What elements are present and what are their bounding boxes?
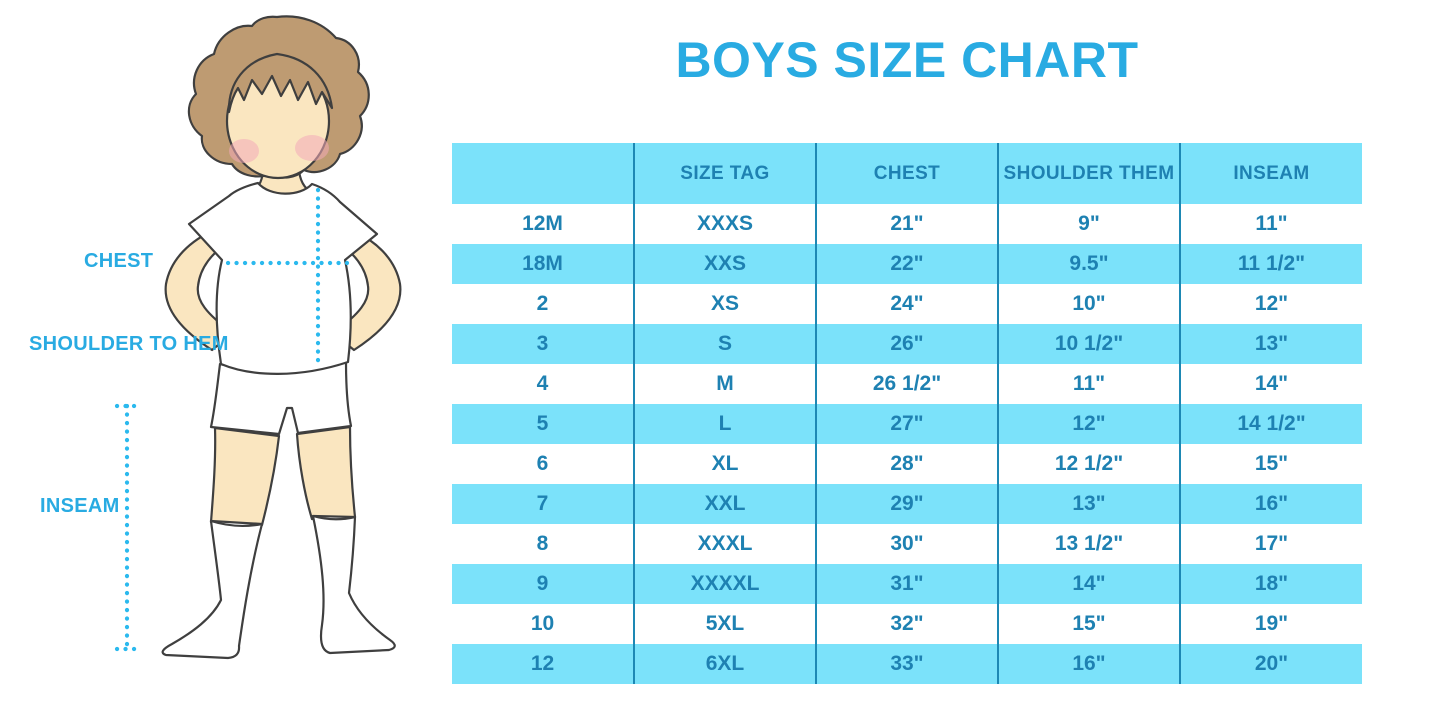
cell: XXS: [633, 244, 816, 284]
cell: 5: [452, 404, 634, 444]
cell: XXXL: [633, 524, 816, 564]
boy-right-sock-top: [311, 514, 357, 521]
cell: XS: [633, 284, 816, 324]
column-header: [452, 143, 634, 204]
page-title: BOYS SIZE CHART: [675, 32, 1139, 88]
cell: 10": [997, 284, 1180, 324]
cell: 11": [997, 364, 1180, 404]
cell: 20": [1179, 644, 1362, 684]
table-row: 4 M 26 1/2" 11" 14": [452, 364, 1362, 404]
cell: 26": [815, 324, 998, 364]
table-row: 3 S 26" 10 1/2" 13": [452, 324, 1362, 364]
size-table-head: SIZE TAG CHEST SHOULDER THEM INSEAM: [452, 143, 1362, 204]
table-row: 9 XXXXL 31" 14" 18": [452, 564, 1362, 604]
boy-left-cheek: [229, 139, 259, 163]
inseam-measure-line: [114, 403, 142, 652]
column-header: SHOULDER THEM: [997, 143, 1180, 204]
cell: 12: [452, 644, 634, 684]
column-header: INSEAM: [1179, 143, 1362, 204]
cell: 19": [1179, 604, 1362, 644]
cell: 32": [815, 604, 998, 644]
cell: 5XL: [633, 604, 816, 644]
cell: 29": [815, 484, 998, 524]
cell: 11": [1179, 204, 1362, 244]
cell: 14": [1179, 364, 1362, 404]
cell: 9": [997, 204, 1180, 244]
cell: 24": [815, 284, 998, 324]
cell: 6XL: [633, 644, 816, 684]
boy-left-sock-top: [209, 519, 264, 528]
cell: 30": [815, 524, 998, 564]
cell: XL: [633, 444, 816, 484]
cell: L: [633, 404, 816, 444]
column-header: SIZE TAG: [633, 143, 816, 204]
cell: 21": [815, 204, 998, 244]
table-row: 8 XXXL 30" 13 1/2" 17": [452, 524, 1362, 564]
cell: 12": [1179, 284, 1362, 324]
cell: 33": [815, 644, 998, 684]
table-row: 5 L 27" 12" 14 1/2": [452, 404, 1362, 444]
cell: 6: [536, 452, 549, 475]
size-table: SIZE TAG CHEST SHOULDER THEM INSEAM 12M XXXS…: [452, 143, 1362, 684]
cell: 18M: [452, 244, 634, 284]
cell: 7: [452, 484, 634, 524]
cell: 16": [1179, 484, 1362, 524]
cell: 15": [997, 604, 1180, 644]
cell: XXXS: [633, 204, 816, 244]
cell: 13": [997, 484, 1180, 524]
shoulder-to-hem-label: SHOULDER TO HEM: [29, 333, 229, 355]
cell: 14 1/2": [1179, 404, 1362, 444]
boy-shirt: [187, 181, 379, 375]
cell: 13": [1179, 324, 1362, 364]
cell: 17": [1179, 524, 1362, 564]
cell: 14": [997, 564, 1180, 604]
cell: 31": [815, 564, 998, 604]
table-row: 6 XL 28" 12 1/2" 15": [452, 444, 1362, 484]
cell: 15": [1179, 444, 1362, 484]
table-row: 12 6XL 33" 16" 20": [452, 644, 1362, 684]
boy-right-cheek: [295, 135, 329, 161]
cell: S: [633, 324, 816, 364]
cell: 13 1/2": [997, 524, 1180, 564]
column-header: CHEST: [815, 143, 998, 204]
table-body: 12M XXXS 21" 9" 11" 18M XXS 22" 9.5" 11 1/2" 2 XS 24…: [452, 204, 1362, 684]
boy-illustration: [0, 0, 450, 723]
boy-hair-fringe: [227, 52, 334, 114]
cell: 10: [530, 612, 555, 635]
table-row: 7 XXL 29" 13" 16": [452, 484, 1362, 524]
boy-right-leg: [295, 425, 357, 521]
cell: 28": [815, 444, 998, 484]
inseam-label: INSEAM: [40, 495, 120, 517]
cell: 22": [815, 244, 998, 284]
table-row: 2 XS 24" 10" 12": [452, 284, 1362, 324]
table-row: 18M XXS 22" 9.5" 11 1/2": [452, 244, 1362, 284]
boy-right-sock: [311, 514, 396, 655]
cell: 9.5": [997, 244, 1180, 284]
cell: 10 1/2": [997, 324, 1180, 364]
cell: 26 1/2": [815, 364, 998, 404]
cell: 11 1/2": [1179, 244, 1362, 284]
boy-left-sock: [161, 519, 264, 660]
chest-label: CHEST: [84, 250, 154, 272]
cell: 12 1/2": [997, 444, 1180, 484]
boy-illustration-svg: [114, 15, 402, 660]
table-row: 10 5XL 32" 15" 19": [452, 604, 1362, 644]
cell: 27": [815, 404, 998, 444]
boy-left-leg: [209, 426, 281, 527]
cell: 2: [536, 292, 549, 315]
cell: M: [633, 364, 816, 404]
cell: 9: [452, 564, 634, 604]
cell: 12M: [522, 212, 563, 235]
cell: XXL: [633, 484, 816, 524]
cell: 16": [997, 644, 1180, 684]
cell: 3: [452, 324, 634, 364]
cell: 4: [536, 372, 549, 395]
table-header-row: SIZE TAG CHEST SHOULDER THEM INSEAM: [452, 143, 1362, 204]
table-row: 12M XXXS 21" 9" 11": [452, 204, 1362, 244]
cell: 8: [536, 532, 549, 555]
cell: 18": [1179, 564, 1362, 604]
cell: XXXXL: [633, 564, 816, 604]
cell: 12": [997, 404, 1180, 444]
